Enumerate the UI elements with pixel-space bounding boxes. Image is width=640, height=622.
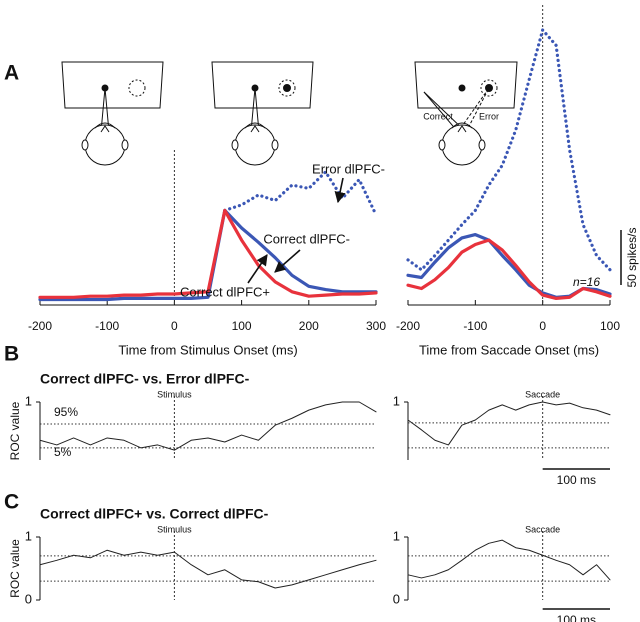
series-line — [38, 208, 378, 302]
threshold-label: 95% — [54, 405, 78, 419]
series-line — [223, 170, 378, 217]
x-tick-label: 300 — [366, 319, 386, 333]
threshold-label: 5% — [54, 445, 72, 459]
panel-title: Correct dlPFC- vs. Error dlPFC- — [40, 371, 250, 387]
event-label: Saccade — [525, 524, 560, 534]
y-tick-label: 1 — [25, 393, 32, 408]
x-tick-label: -200 — [28, 319, 52, 333]
series-line — [38, 208, 378, 299]
task-diagram — [414, 61, 518, 166]
series-line — [406, 28, 612, 272]
task-diagram — [61, 61, 164, 166]
series-line — [406, 238, 612, 300]
x-tick-label: 0 — [539, 319, 546, 333]
series-label: Error dlPFC- — [312, 161, 385, 176]
series-label: Correct dlPFC- — [263, 231, 350, 246]
y-tick-label: 1 — [25, 528, 32, 543]
scale-bar-label: 100 ms — [557, 473, 596, 487]
series-line — [39, 549, 377, 589]
y-tick-label: 1 — [393, 528, 400, 543]
diagram-label: Correct — [423, 111, 453, 121]
series-line — [39, 401, 377, 451]
event-label: Stimulus — [157, 524, 192, 534]
annotation-arrow — [274, 249, 301, 273]
annotation-arrow — [247, 254, 268, 284]
x-tick-label: -200 — [396, 319, 420, 333]
y-axis-label: ROC value — [8, 401, 22, 460]
series-line — [407, 401, 611, 446]
y-tick-label: 1 — [393, 393, 400, 408]
y-tick-label: 0 — [25, 591, 32, 606]
event-label: Saccade — [525, 389, 560, 399]
scale-bar-label: 100 ms — [557, 613, 596, 622]
x-tick-label: 100 — [232, 319, 252, 333]
annotation-arrow — [334, 177, 346, 204]
series-line — [407, 539, 611, 581]
x-tick-label: 200 — [299, 319, 319, 333]
event-label: Stimulus — [157, 389, 192, 399]
y-axis-label: ROC value — [8, 539, 22, 598]
scale-bar-label: 50 spikes/s — [625, 227, 639, 287]
x-axis-label: Time from Stimulus Onset (ms) — [118, 342, 297, 357]
x-tick-label: 100 — [600, 319, 620, 333]
y-tick-label: 0 — [393, 591, 400, 606]
annotation: n=16 — [573, 275, 600, 289]
task-diagram — [211, 61, 314, 166]
x-tick-label: -100 — [95, 319, 119, 333]
panel-letter: C — [4, 491, 19, 514]
x-tick-label: 0 — [171, 319, 178, 333]
panel-letter: B — [4, 343, 19, 366]
series-label: Correct dlPFC+ — [180, 284, 270, 299]
diagram-label: Error — [479, 111, 499, 121]
panel-title: Correct dlPFC+ vs. Correct dlPFC- — [40, 506, 269, 522]
panel-letter: A — [4, 62, 19, 85]
x-tick-label: -100 — [463, 319, 487, 333]
x-axis-label: Time from Saccade Onset (ms) — [419, 342, 599, 357]
